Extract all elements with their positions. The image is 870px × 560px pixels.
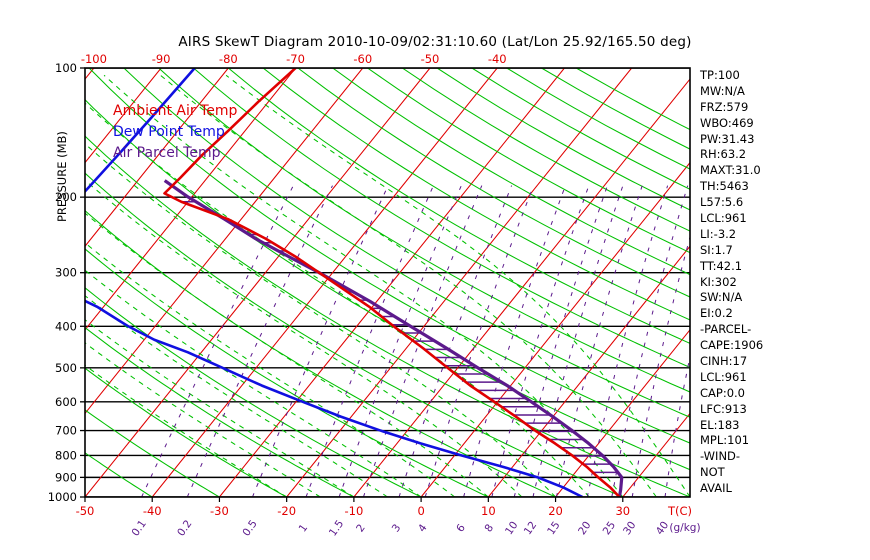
mixing-ratio-tick-label: 10 xyxy=(503,519,521,537)
stat-item: CAPE:1906 xyxy=(700,338,764,353)
plot-frame-layer xyxy=(80,67,691,502)
stat-item: TT:42.1 xyxy=(700,258,743,273)
stat-item: LI:-3.2 xyxy=(700,226,737,241)
mixing-ratio-tick-label: 4 xyxy=(416,522,430,535)
bottom-temp-tick-label: -50 xyxy=(76,504,95,518)
stat-item: EI:0.2 xyxy=(700,306,733,321)
mixing-ratio-tick-label: 2 xyxy=(354,522,368,534)
stat-item: TH:5463 xyxy=(700,179,749,194)
mixing-ratio-tick-label: 1 xyxy=(297,522,311,534)
bottom-temp-tick-label: 10 xyxy=(481,504,496,518)
mixing-ratio-tick-label: 1.5 xyxy=(327,518,346,539)
top-temp-tick-label: -80 xyxy=(219,52,238,66)
pressure-tick-label: 100 xyxy=(55,61,77,75)
stat-item: -PARCEL- xyxy=(700,322,752,337)
bottom-temp-tick-label: -10 xyxy=(344,504,363,518)
mixing-ratio-tick-label: 20 xyxy=(576,519,594,537)
stat-item: NOT xyxy=(700,465,725,480)
bottom-temp-tick-label: -30 xyxy=(210,504,229,518)
pressure-tick-label: 700 xyxy=(55,424,77,438)
mixing-ratio-tick-label: 8 xyxy=(482,522,496,534)
chart-title-container: AIRS SkewT Diagram 2010-10-09/02:31:10.6… xyxy=(0,31,870,50)
legend-label-parcel: Air Parcel Temp xyxy=(113,145,221,161)
legend: Ambient Air Temp Dew Point Temp Air Parc… xyxy=(113,100,237,163)
mixing-ratio-tick-label: 12 xyxy=(522,519,540,537)
stat-item: FRZ:579 xyxy=(700,99,749,114)
stat-item: SW:N/A xyxy=(700,290,743,305)
top-temp-tick-label: -60 xyxy=(353,52,372,66)
pressure-tick-label: 500 xyxy=(55,361,77,375)
top-temp-tick-label: -50 xyxy=(421,52,440,66)
mixing-ratio-tick-label: 0.1 xyxy=(129,518,148,539)
stat-item: MAXT:31.0 xyxy=(700,163,761,178)
pressure-tick-label: 600 xyxy=(55,395,77,409)
top-temp-tick-label: -100 xyxy=(81,52,107,66)
stat-item: KI:302 xyxy=(700,274,737,289)
page-title: AIRS SkewT Diagram 2010-10-09/02:31:10.6… xyxy=(178,34,692,50)
pressure-tick-label: 800 xyxy=(55,448,77,462)
pressure-tick-label: 200 xyxy=(55,190,77,204)
top-temp-tick-label: -70 xyxy=(286,52,305,66)
stat-item: CAP:0.0 xyxy=(700,385,745,400)
stat-item: EL:183 xyxy=(700,417,740,432)
bottom-temp-tick-label: 20 xyxy=(548,504,563,518)
pressure-tick-label: 400 xyxy=(55,319,77,333)
sounding-curves-layer xyxy=(85,68,624,497)
pressure-tick-label: 1000 xyxy=(48,490,77,504)
bottom-temp-tick-label: 0 xyxy=(417,504,424,518)
mixing-ratio-tick-label: 0.2 xyxy=(175,518,194,539)
mixing-ratio-tick-label: 30 xyxy=(621,519,639,537)
bottom-temp-tick-label: 30 xyxy=(615,504,630,518)
mixing-ratio-tick-label: 3 xyxy=(390,522,404,534)
stat-item: LCL:961 xyxy=(700,369,747,384)
mixing-ratio-tick-label: 15 xyxy=(545,519,563,537)
stat-item: LCL:961 xyxy=(700,211,747,226)
mixing-ratio-tick-label: 0.5 xyxy=(240,518,259,539)
stat-item: WBO:469 xyxy=(700,115,754,130)
y-axis-title: PRESSURE (MB) xyxy=(51,131,70,222)
x-axis-temp-unit-label: T(C) xyxy=(667,504,692,518)
bottom-temp-tick-label: -40 xyxy=(143,504,162,518)
stat-item: PW:31.43 xyxy=(700,131,755,146)
legend-item-dewpoint: Dew Point Temp xyxy=(113,121,237,142)
grid-layer xyxy=(85,68,690,497)
mixing-ratio-tick-label: 6 xyxy=(454,522,468,535)
legend-item-ambient: Ambient Air Temp xyxy=(113,100,237,121)
legend-label-dewpoint: Dew Point Temp xyxy=(113,124,225,140)
stat-item: RH:63.2 xyxy=(700,147,747,162)
stat-item: CINH:17 xyxy=(700,354,748,369)
legend-item-parcel: Air Parcel Temp xyxy=(113,142,237,163)
top-temp-tick-label: -40 xyxy=(488,52,507,66)
stat-item: TP:100 xyxy=(700,68,740,82)
stat-item: AVAIL xyxy=(700,481,732,496)
cape-hatch-layer xyxy=(181,200,618,474)
pressure-tick-label: 300 xyxy=(55,266,77,280)
legend-label-ambient: Ambient Air Temp xyxy=(113,103,238,119)
stat-item: MW:N/A xyxy=(700,83,745,98)
x-axis-mixing-ratio-unit-label: (g/kg) xyxy=(669,522,700,534)
stat-item: -WIND- xyxy=(700,449,741,464)
stat-item: LFC:913 xyxy=(700,401,747,416)
stat-item: L57:5.6 xyxy=(700,195,744,210)
top-temp-tick-label: -90 xyxy=(152,52,171,66)
y-axis-title-text: PRESSURE (MB) xyxy=(55,131,69,222)
stat-item: MPL:101 xyxy=(700,433,750,448)
stats-panel: TP:100 MW:N/A FRZ:579 WBO:469 PW:31.43 RH:63.… xyxy=(700,68,810,497)
bottom-temp-tick-label: -20 xyxy=(277,504,296,518)
mixing-ratio-tick-label: 25 xyxy=(601,519,619,537)
pressure-tick-label: 900 xyxy=(55,470,77,484)
stat-item: SI:1.7 xyxy=(700,242,733,257)
